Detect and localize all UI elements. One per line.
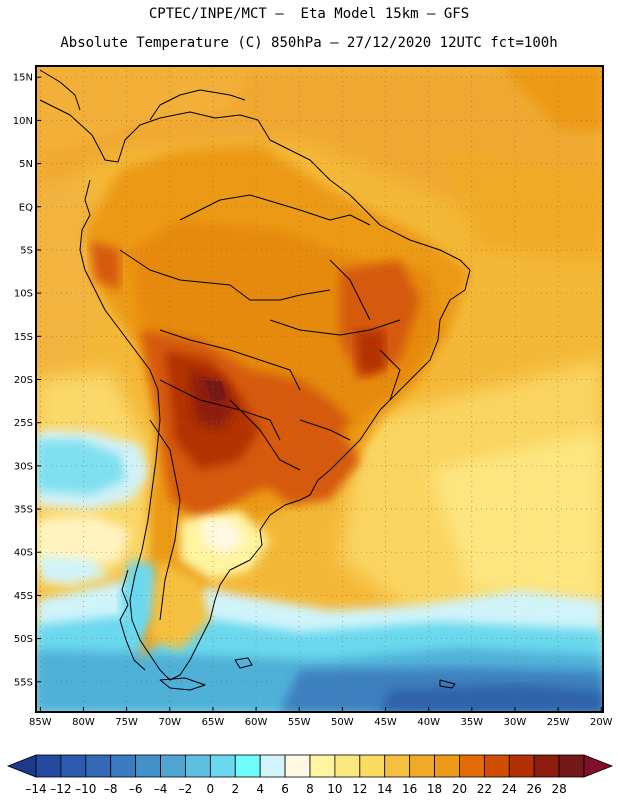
colorbar-tick-label: –12 bbox=[50, 782, 71, 796]
colorbar-tick-label: 0 bbox=[207, 782, 215, 796]
lat-label: 20S bbox=[14, 375, 33, 386]
lat-label: 45S bbox=[14, 591, 33, 602]
lat-label: EQ bbox=[19, 202, 33, 213]
colorbar-tick-label: –14 bbox=[25, 782, 46, 796]
colorbar-tick-label: 4 bbox=[256, 782, 264, 796]
colorbar-swatch bbox=[185, 754, 211, 778]
colorbar-tick-label: 24 bbox=[502, 782, 517, 796]
colorbar-tick-label: 22 bbox=[477, 782, 492, 796]
lon-label: 65W bbox=[202, 717, 225, 728]
colorbar-swatch bbox=[110, 754, 137, 778]
colorbar-tick-label: 10 bbox=[327, 782, 342, 796]
colorbar-tick-label: 14 bbox=[377, 782, 392, 796]
lon-axis-labels: 85W 80W 75W 70W 65W 60W 55W 50W 45W 40W 35W 30W 25W 2… bbox=[29, 707, 613, 728]
colorbar-tick-label: 20 bbox=[452, 782, 467, 796]
lon-label: 85W bbox=[29, 717, 52, 728]
lon-label: 80W bbox=[72, 717, 95, 728]
lat-label: 10S bbox=[14, 289, 33, 300]
colorbar-swatch bbox=[508, 754, 535, 778]
temperature-field bbox=[36, 66, 603, 712]
colorbar-swatch bbox=[135, 754, 161, 778]
lat-label: 10N bbox=[13, 116, 33, 127]
colorbar-swatch bbox=[160, 754, 186, 778]
colorbar-swatch bbox=[259, 754, 286, 778]
lon-label: 45W bbox=[374, 717, 397, 728]
colorbar-swatch bbox=[459, 754, 485, 778]
colorbar-swatch bbox=[35, 754, 62, 778]
colorbar-swatch bbox=[533, 754, 560, 778]
colorbar-tick-label: –8 bbox=[104, 782, 118, 796]
colorbar-tick-label: –2 bbox=[179, 782, 193, 796]
colorbar-tick-label: 2 bbox=[231, 782, 239, 796]
lon-label: 30W bbox=[504, 717, 527, 728]
lat-label: 25S bbox=[14, 418, 33, 429]
lon-label: 40W bbox=[417, 717, 440, 728]
colorbar-swatch bbox=[85, 754, 112, 778]
lat-label: 50S bbox=[14, 634, 33, 645]
colorbar-tick-label: 28 bbox=[551, 782, 566, 796]
coastline bbox=[39, 69, 471, 691]
lon-label: 50W bbox=[331, 717, 354, 728]
colorbar-swatch bbox=[483, 754, 510, 778]
lon-label: 70W bbox=[158, 717, 181, 728]
colorbar-tick-label: –6 bbox=[129, 782, 143, 796]
title-line-1: CPTEC/INPE/MCT – Eta Model 15km – GFS bbox=[148, 6, 470, 22]
colorbar-swatch bbox=[209, 754, 236, 778]
colorbar bbox=[6, 754, 614, 778]
lat-label: 55S bbox=[14, 677, 33, 688]
colorbar-swatch bbox=[334, 754, 361, 778]
colorbar-swatch bbox=[60, 754, 87, 778]
lat-label: 40S bbox=[14, 548, 33, 559]
colorbar-swatch bbox=[234, 754, 261, 778]
lat-label: 15N bbox=[13, 73, 33, 84]
colorbar-tick-label: 8 bbox=[306, 782, 314, 796]
colorbar-swatch bbox=[409, 754, 435, 778]
colorbar-labels: –14 –12 –10 –8 –6 –4 –2 0 2 4 6 8 10 12 14 16 18 20 22 24 26… bbox=[25, 782, 566, 796]
colorbar-swatch bbox=[309, 754, 336, 778]
map-frame bbox=[35, 65, 604, 713]
colorbar-swatch bbox=[284, 754, 311, 778]
colorbar-high-arrow bbox=[583, 754, 614, 778]
colorbar-tick-label: 16 bbox=[402, 782, 417, 796]
colorbar-tick-label: –10 bbox=[75, 782, 96, 796]
colorbar-tick-label: 6 bbox=[281, 782, 289, 796]
colorbar-swatch bbox=[384, 754, 411, 778]
lon-label: 20W bbox=[590, 717, 613, 728]
lon-label: 25W bbox=[547, 717, 570, 728]
colorbar-tick-label: 12 bbox=[352, 782, 367, 796]
lon-label: 55W bbox=[288, 717, 311, 728]
colorbar-tick-label: 18 bbox=[427, 782, 442, 796]
title-line-2: Absolute Temperature (C) 850hPa – 27/12/… bbox=[60, 35, 558, 51]
lat-label: 30S bbox=[14, 461, 33, 472]
lat-label: 15S bbox=[14, 332, 33, 343]
lon-label: 35W bbox=[461, 717, 484, 728]
colorbar-low-arrow bbox=[6, 754, 37, 778]
colorbar-tick-label: –4 bbox=[154, 782, 168, 796]
lon-label: 60W bbox=[245, 717, 268, 728]
lat-axis-labels: 15N 10N 5N EQ 5S 10S 15S 20S 25S 30S 35S 40S 45S 50S 5… bbox=[13, 73, 41, 688]
lat-label: 5N bbox=[19, 159, 33, 170]
lat-label: 5S bbox=[20, 245, 33, 256]
colorbar-tick-label: 26 bbox=[527, 782, 542, 796]
colorbar-swatch bbox=[558, 754, 585, 778]
colorbar-swatch bbox=[434, 754, 460, 778]
colorbar-swatch bbox=[359, 754, 386, 778]
lat-label: 35S bbox=[14, 505, 33, 516]
lon-label: 75W bbox=[115, 717, 138, 728]
